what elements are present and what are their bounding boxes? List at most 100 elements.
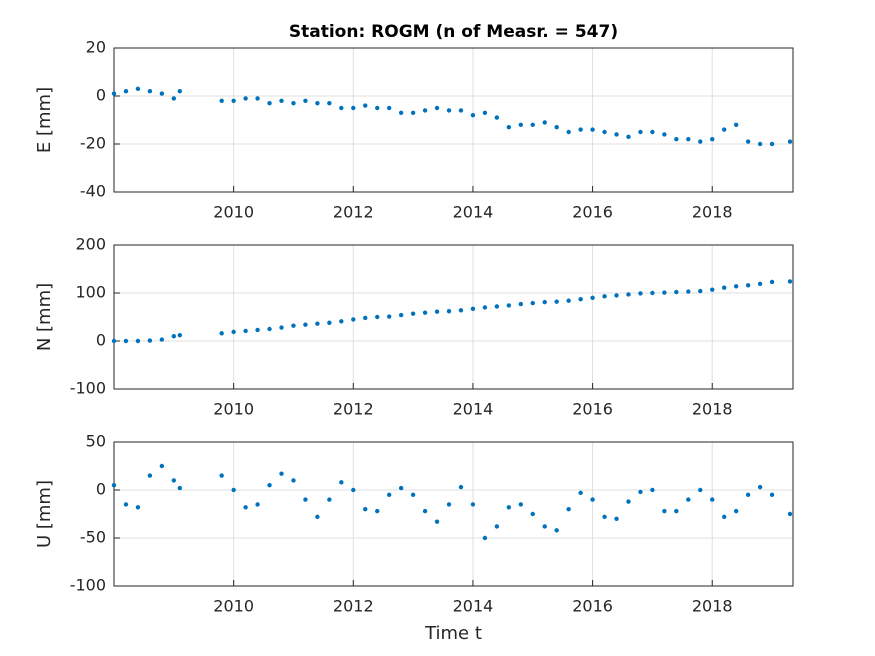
data-point	[757, 484, 763, 490]
data-point	[303, 98, 308, 104]
y-tick-label: -20	[80, 134, 106, 153]
data-point	[351, 105, 356, 111]
data-point	[231, 329, 236, 335]
y-axis-label: U [mm]	[34, 480, 55, 548]
data-point	[267, 483, 272, 488]
y-axis-label: N [mm]	[34, 283, 55, 351]
data-point	[147, 338, 153, 343]
axes-box	[113, 47, 794, 193]
data-point	[111, 483, 117, 488]
data-point	[506, 505, 512, 510]
data-point	[315, 101, 320, 106]
data-point	[291, 323, 296, 328]
data-point	[506, 125, 512, 130]
x-axis-label: Time t	[424, 623, 482, 644]
data-point	[769, 141, 775, 147]
data-point	[255, 327, 260, 333]
data-point	[745, 139, 751, 144]
data-point	[470, 502, 476, 507]
data-point	[123, 89, 129, 94]
y-tick-label: 0	[96, 331, 106, 350]
data-point	[722, 127, 727, 132]
data-point	[626, 292, 631, 297]
y-tick-label: -50	[80, 528, 106, 547]
data-point	[674, 508, 679, 514]
data-point	[578, 490, 583, 496]
data-point	[315, 321, 320, 326]
data-point	[171, 478, 177, 483]
data-point	[494, 524, 500, 529]
data-point	[554, 528, 559, 533]
data-point	[422, 310, 428, 315]
data-point	[398, 110, 404, 116]
x-tick-label: 2012	[333, 400, 374, 419]
data-point	[590, 497, 595, 502]
axes-background	[114, 48, 793, 192]
data-point	[267, 326, 272, 332]
data-point	[231, 98, 236, 104]
data-point	[339, 319, 344, 324]
data-point	[279, 98, 284, 104]
data-point	[327, 497, 332, 502]
data-point	[566, 129, 571, 135]
data-point	[219, 98, 224, 104]
data-point	[518, 301, 524, 307]
data-point	[482, 535, 488, 541]
data-point	[578, 127, 583, 132]
data-point	[602, 294, 607, 299]
x-tick-label: 2010	[213, 203, 254, 222]
data-point	[686, 497, 691, 502]
data-point	[626, 134, 631, 139]
x-tick-label: 2016	[572, 400, 613, 419]
data-point	[422, 508, 428, 514]
data-point	[327, 101, 332, 106]
data-point	[123, 338, 129, 344]
data-point	[339, 105, 344, 111]
data-point	[662, 508, 667, 514]
data-point	[542, 524, 547, 529]
data-point	[662, 132, 667, 137]
data-point	[722, 514, 727, 520]
data-point	[542, 120, 547, 125]
data-point	[530, 511, 535, 517]
y-tick-label: 50	[86, 432, 106, 451]
axes-background	[114, 245, 793, 389]
data-point	[710, 137, 715, 142]
data-point	[733, 284, 739, 289]
data-point	[590, 127, 595, 132]
data-point	[698, 487, 703, 493]
data-point	[159, 463, 165, 469]
data-point	[434, 309, 440, 314]
data-point	[578, 297, 583, 302]
data-point	[757, 141, 763, 147]
data-point	[602, 129, 607, 135]
x-tick-label: 2010	[213, 597, 254, 616]
data-point	[494, 304, 500, 309]
data-point	[787, 279, 793, 284]
data-point	[375, 105, 380, 111]
data-point	[291, 478, 296, 483]
data-point	[769, 492, 775, 497]
data-point	[243, 505, 248, 510]
data-point	[566, 507, 571, 512]
data-point	[303, 497, 308, 502]
data-point	[650, 487, 655, 493]
data-point	[638, 129, 643, 135]
data-point	[482, 305, 488, 310]
data-point	[590, 295, 595, 300]
y-tick-label: 20	[86, 38, 106, 57]
data-point	[686, 137, 691, 142]
data-point	[177, 485, 183, 491]
data-point	[386, 105, 392, 111]
axes-background	[114, 442, 793, 586]
data-point	[111, 338, 117, 344]
data-point	[698, 139, 703, 144]
data-point	[351, 317, 356, 322]
data-point	[327, 320, 332, 325]
data-point	[745, 283, 751, 288]
data-point	[177, 89, 183, 94]
y-tick-label: -100	[70, 379, 106, 398]
data-point	[638, 291, 643, 296]
data-point	[458, 484, 464, 490]
data-point	[446, 108, 452, 113]
